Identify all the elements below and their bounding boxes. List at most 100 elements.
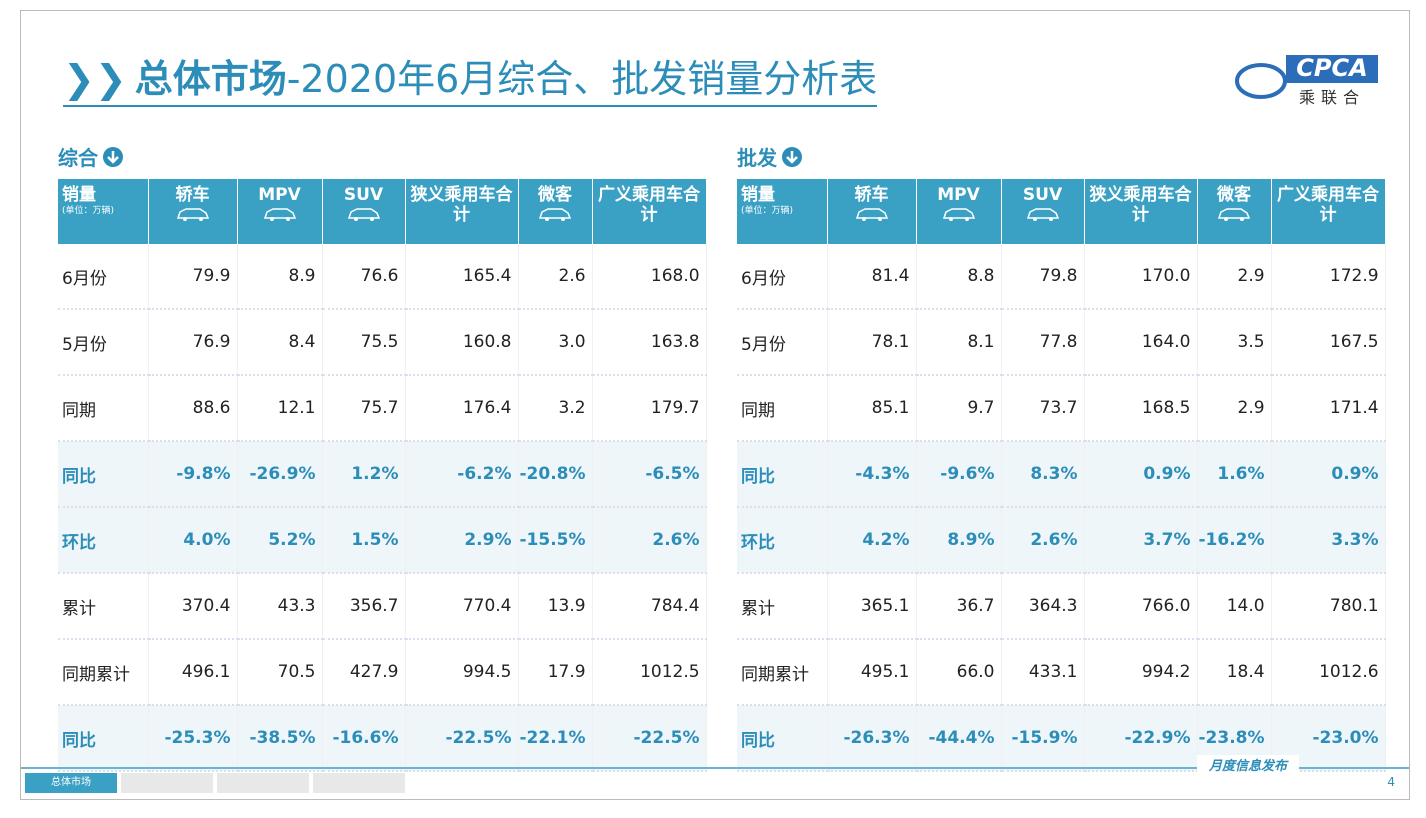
row-label: 同期累计 [737,639,828,706]
header-cell: 广义乘用车合计 [1271,179,1386,244]
cell: -9.6% [916,441,1002,508]
logo-subtext: 乘联合 [1299,88,1365,107]
cell: 994.5 [405,639,519,706]
cell: -22.5% [405,705,519,772]
cell: 167.5 [1271,309,1386,376]
tab[interactable] [313,773,405,793]
row-label: 累计 [58,573,149,640]
cell: 88.6 [148,375,238,442]
cell: 1.2% [322,441,406,508]
cell: 496.1 [148,639,238,706]
cell: 14.0 [1197,573,1272,640]
cell: -26.3% [827,705,917,772]
cell: 1012.5 [592,639,707,706]
header-text: 微客 [1217,185,1252,205]
cell: -23.0% [1271,705,1386,772]
cell: 2.6% [592,507,707,574]
cell: -15.5% [518,507,593,574]
cell: -9.8% [148,441,238,508]
cell: 76.9 [148,309,238,376]
cell: 766.0 [1084,573,1198,640]
cell: 365.1 [827,573,917,640]
cell: 1.5% [322,507,406,574]
header-text: 狭义乘用车合计 [1089,185,1192,225]
cell: -26.9% [237,441,323,508]
cell: 3.0 [518,309,593,376]
unit: (单位：万辆) [62,206,115,216]
data-row: 同比 -9.8% -26.9% 1.2% -6.2% -20.8% -6.5% [58,441,707,508]
data-row: 环比 4.0% 5.2% 1.5% 2.9% -15.5% 2.6% [58,507,707,574]
data-table: 销量 (单位：万辆) 轿车 MPV SUV 狭义乘用车合计 微客 广义乘用车合计 6月份 79.9… [58,179,707,772]
footer-note: 月度信息发布 [1197,755,1300,774]
data-row: 5月份 78.1 8.1 77.8 164.0 3.5 167.5 [737,309,1386,376]
cell: 3.2 [518,375,593,442]
logo: CPCA 乘联合 [1235,54,1378,107]
tab[interactable] [121,773,213,793]
cell: 994.2 [1084,639,1198,706]
data-row: 累计 370.4 43.3 356.7 770.4 13.9 784.4 [58,573,707,640]
header-cell: 销量 (单位：万辆) [58,179,149,244]
cell: 3.7% [1084,507,1198,574]
slide: ❯❯ 总体市场-2020年6月综合、批发销量分析表 CPCA 乘联合 综合 销量 (单… [20,10,1410,800]
header-cell: 微客 [1197,179,1272,244]
header-text: MPV [258,185,301,205]
header-text: SUV [1022,185,1063,205]
cell: 66.0 [916,639,1002,706]
header-cell: 轿车 [148,179,238,244]
cell: -22.9% [1084,705,1198,772]
tab[interactable] [217,773,309,793]
cell: 81.4 [827,244,917,310]
table-heading: 批发 [737,143,1386,179]
data-row: 6月份 81.4 8.8 79.8 170.0 2.9 172.9 [737,244,1386,310]
footer-line [21,767,1409,769]
cell: -25.3% [148,705,238,772]
data-table: 销量 (单位：万辆) 轿车 MPV SUV 狭义乘用车合计 微客 广义乘用车合计 6月份 81.4… [737,179,1386,772]
cell: 79.9 [148,244,238,310]
cell: 2.6 [518,244,593,310]
data-row: 同期累计 496.1 70.5 427.9 994.5 17.9 1012.5 [58,639,707,706]
cell: 770.4 [405,573,519,640]
data-row: 同比 -25.3% -38.5% -16.6% -22.5% -22.1% -22.5% [58,705,707,772]
page-number: 4 [1387,775,1395,789]
cell: 8.3% [1001,441,1085,508]
cell: 356.7 [322,573,406,640]
header-text: SUV [343,185,384,205]
cell: 79.8 [1001,244,1085,310]
cell: -4.3% [827,441,917,508]
cell: 171.4 [1271,375,1386,442]
cell: 2.9% [405,507,519,574]
cell: 2.6% [1001,507,1085,574]
row-label: 6月份 [737,244,828,310]
table-block: 批发 销量 (单位：万辆) 轿车 MPV SUV 狭义乘用车合计 微客 广义乘用车合计 6月份 81… [737,143,1386,772]
header-text: MPV [937,185,980,205]
header-row: 销量 (单位：万辆) 轿车 MPV SUV 狭义乘用车合计 微客 广义乘用车合计 [58,179,707,244]
table-heading: 综合 [58,143,707,179]
row-label: 同比 [737,705,828,772]
row-label: 同期 [58,375,149,442]
cell: -20.8% [518,441,593,508]
cell: 75.5 [322,309,406,376]
heading-text: 综合 [58,146,98,170]
cell: 176.4 [405,375,519,442]
logo-text: CPCA [1296,54,1367,82]
cell: 1012.6 [1271,639,1386,706]
cell: 1.6% [1197,441,1272,508]
header-text: 广义乘用车合计 [598,185,701,225]
header-text: 销量 [741,185,775,205]
row-label: 5月份 [737,309,828,376]
row-label: 5月份 [58,309,149,376]
header-cell: MPV [237,179,323,244]
tab[interactable]: 总体市场 [25,773,117,793]
cell: 168.5 [1084,375,1198,442]
title-bold: 总体市场 [134,57,287,101]
header-cell: 微客 [518,179,593,244]
cell: 4.0% [148,507,238,574]
header-cell: SUV [322,179,406,244]
unit: (单位：万辆) [741,206,794,216]
cell: 427.9 [322,639,406,706]
cell: 370.4 [148,573,238,640]
data-row: 累计 365.1 36.7 364.3 766.0 14.0 780.1 [737,573,1386,640]
cell: 160.8 [405,309,519,376]
cell: 8.4 [237,309,323,376]
cell: 18.4 [1197,639,1272,706]
